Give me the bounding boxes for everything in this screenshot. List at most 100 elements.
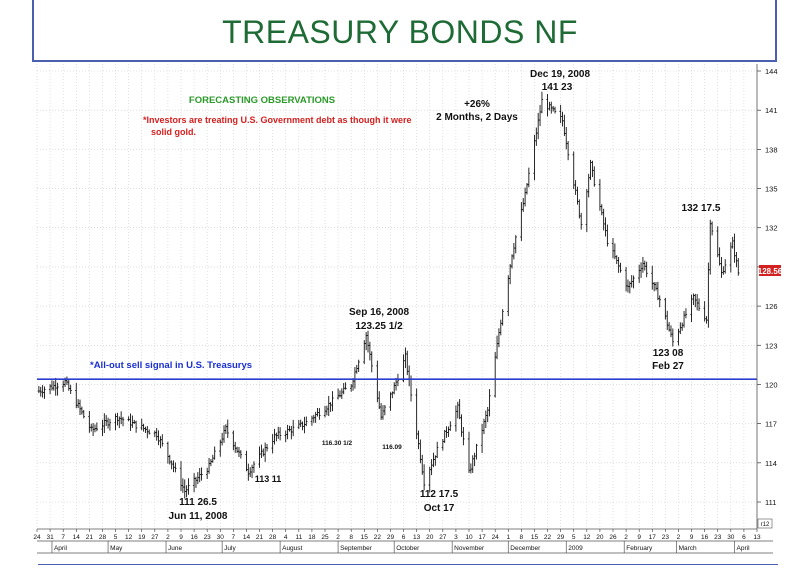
gain-percent-label: +26% — [464, 99, 490, 110]
ohlc-bar — [131, 415, 134, 428]
x-day-tick-label: 12 — [125, 534, 133, 541]
ohlc-bar — [101, 419, 104, 436]
ohlc-bar — [232, 430, 235, 451]
ohlc-bar — [119, 411, 123, 425]
ohlc-bar — [211, 454, 214, 463]
x-day-tick-label: 2 — [166, 534, 170, 541]
ohlc-bar — [364, 332, 368, 351]
ohlc-bar — [684, 308, 688, 319]
ohlc-bar — [538, 104, 542, 127]
ohlc-bar — [235, 446, 239, 453]
ohlc-bar — [323, 405, 327, 418]
ohlc-bar — [643, 260, 646, 271]
x-day-tick-label: 23 — [714, 534, 722, 541]
ohlc-bar — [548, 101, 551, 111]
ohlc-bar — [559, 104, 562, 124]
sep-high-price-label: 123.25 1/2 — [355, 321, 403, 332]
ohlc-bar — [611, 237, 615, 259]
ohlc-bar — [181, 478, 185, 493]
ohlc-bar — [222, 425, 226, 443]
ohlc-bar — [593, 166, 596, 187]
x-day-tick-label: 15 — [361, 534, 369, 541]
ohlc-bar — [600, 204, 603, 216]
ohlc-bar — [580, 212, 583, 230]
header-left-rule — [32, 0, 34, 62]
ohlc-bar — [710, 221, 714, 236]
ohlc-bar — [488, 389, 491, 417]
jun-low-price-label: 111 26.5 — [179, 497, 217, 508]
ohlc-bar — [652, 281, 656, 292]
x-day-tick-label: 15 — [531, 534, 539, 541]
ohlc-bar — [604, 217, 607, 237]
dec-high-date-label: Dec 19, 2008 — [530, 69, 590, 80]
x-month-label: August — [282, 545, 302, 552]
x-day-tick-label: 7 — [61, 534, 65, 541]
ohlc-bar — [174, 462, 177, 473]
ohlc-bar — [637, 264, 641, 283]
y-tick-label: 114 — [765, 459, 777, 468]
x-day-tick-label: 12 — [583, 534, 591, 541]
ohlc-bar — [694, 293, 697, 308]
ohlc-bar — [114, 413, 117, 431]
header-right-rule — [775, 0, 777, 62]
observations-heading: FORECASTING OBSERVATIONS — [189, 95, 335, 106]
sell-signal-label: *All-out sell signal in U.S. Treasurys — [90, 360, 252, 371]
x-axis: 24 31 7 14 21 28 5 12 19 27 2 9 16 23 30 7 14 21 28 4 11 18 25… — [33, 528, 773, 554]
ohlc-bar — [172, 460, 175, 473]
x-day-tick-label: 31 — [46, 534, 54, 541]
ohlc-bar — [239, 450, 243, 459]
ohlc-bar — [697, 298, 701, 311]
ohlc-bar — [69, 384, 72, 395]
ohlc-bar — [737, 257, 740, 276]
ohlc-bar — [656, 281, 660, 301]
ohlc-bar — [458, 399, 461, 420]
x-day-tick-label: 5 — [114, 534, 118, 541]
x-day-tick-label: 24 — [492, 534, 500, 541]
x-day-tick-label: 25 — [321, 534, 329, 541]
last-price-tag: 128.56 — [758, 267, 783, 276]
ohlc-bar — [43, 386, 46, 399]
ohlc-bar — [368, 341, 372, 361]
ohlc-bar — [37, 386, 41, 394]
ohlc-bar — [430, 459, 433, 476]
x-day-tick-label: 8 — [349, 534, 353, 541]
ohlc-bar — [486, 406, 489, 423]
x-month-label: October — [396, 545, 420, 552]
ohlc-bar — [205, 467, 209, 479]
ohlc-bar — [501, 309, 504, 326]
ohlc-bar — [192, 473, 196, 493]
x-day-tick-label: 23 — [662, 534, 670, 541]
ohlc-bar — [565, 126, 568, 150]
ohlc-bar — [41, 384, 44, 398]
ohlc-bar — [576, 186, 579, 205]
ohlc-bar — [286, 424, 289, 440]
ohlc-bar — [65, 376, 69, 385]
ohlc-bar — [449, 421, 452, 431]
ohlc-bar — [445, 426, 448, 438]
x-day-tick-label: 29 — [387, 534, 395, 541]
ohlc-bar — [507, 275, 510, 316]
x-day-tick-label: 21 — [256, 534, 264, 541]
ohlc-bar — [733, 233, 736, 263]
ohlc-bar — [370, 351, 373, 373]
ohlc-bar — [310, 415, 314, 426]
ohlc-bar — [666, 310, 669, 331]
ohlc-bar — [497, 328, 501, 348]
ohlc-bar — [301, 421, 304, 431]
ohlc-bar — [183, 479, 186, 499]
ohlc-bar — [355, 364, 358, 374]
ohlc-bar — [277, 426, 280, 439]
ohlc-bar — [166, 441, 170, 464]
ohlc-bar — [252, 461, 256, 473]
ohlc-bar — [329, 402, 332, 412]
ohlc-bar — [720, 256, 723, 278]
x-month-label: June — [168, 545, 182, 552]
x-day-tick-label: 11 — [295, 534, 302, 541]
x-month-label: September — [340, 545, 373, 552]
x-day-tick-label: 1 — [506, 534, 510, 541]
ohlc-bar — [415, 388, 418, 440]
ohlc-bar — [467, 431, 471, 474]
ohlc-bar — [651, 265, 654, 290]
ohlc-bar — [54, 377, 57, 396]
x-month-label: April — [737, 545, 751, 552]
